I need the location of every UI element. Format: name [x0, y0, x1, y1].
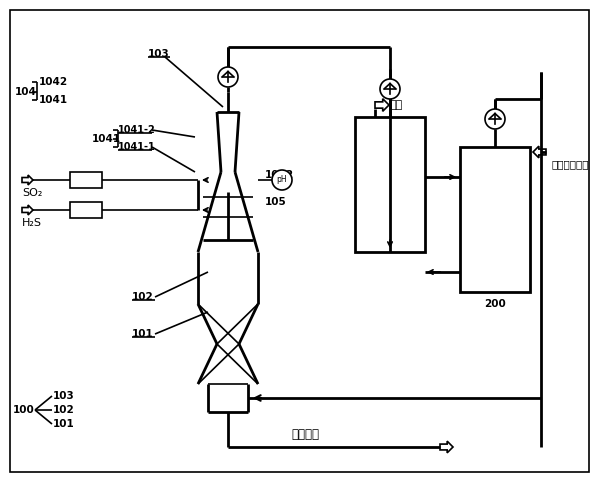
- Circle shape: [272, 170, 292, 190]
- Text: 200: 200: [484, 299, 506, 309]
- Bar: [460, 147, 530, 292]
- Text: 101: 101: [53, 419, 75, 429]
- Polygon shape: [440, 441, 453, 453]
- Circle shape: [380, 79, 400, 99]
- Bar: [70, 172, 102, 188]
- Text: H₂S: H₂S: [22, 218, 42, 228]
- Text: 新鲜反应溶液: 新鲜反应溶液: [551, 159, 588, 169]
- Text: 1041-2: 1041-2: [118, 125, 156, 135]
- Text: 100: 100: [13, 405, 35, 415]
- Polygon shape: [22, 175, 33, 185]
- Text: 硫磅: 硫磅: [390, 100, 403, 110]
- Polygon shape: [533, 146, 546, 158]
- Text: 1041: 1041: [39, 95, 68, 105]
- Text: 105: 105: [265, 197, 287, 207]
- Bar: [355, 117, 425, 252]
- Text: pH: pH: [277, 175, 288, 185]
- Text: 102: 102: [53, 405, 75, 415]
- Circle shape: [485, 109, 505, 129]
- Text: 1042: 1042: [39, 77, 68, 87]
- Bar: [70, 202, 102, 218]
- Text: 102: 102: [132, 292, 154, 302]
- Text: 1041: 1041: [92, 134, 121, 144]
- Text: 104: 104: [15, 87, 37, 97]
- Text: 1041-1: 1041-1: [118, 142, 156, 152]
- Polygon shape: [375, 99, 389, 111]
- Text: 1042: 1042: [265, 170, 294, 180]
- Text: 103: 103: [148, 49, 170, 59]
- Text: 103: 103: [53, 391, 75, 401]
- Text: 反应尾气: 反应尾气: [291, 428, 319, 442]
- Circle shape: [218, 67, 238, 87]
- Text: SO₂: SO₂: [22, 188, 43, 198]
- Polygon shape: [22, 205, 33, 215]
- Text: 101: 101: [132, 329, 154, 339]
